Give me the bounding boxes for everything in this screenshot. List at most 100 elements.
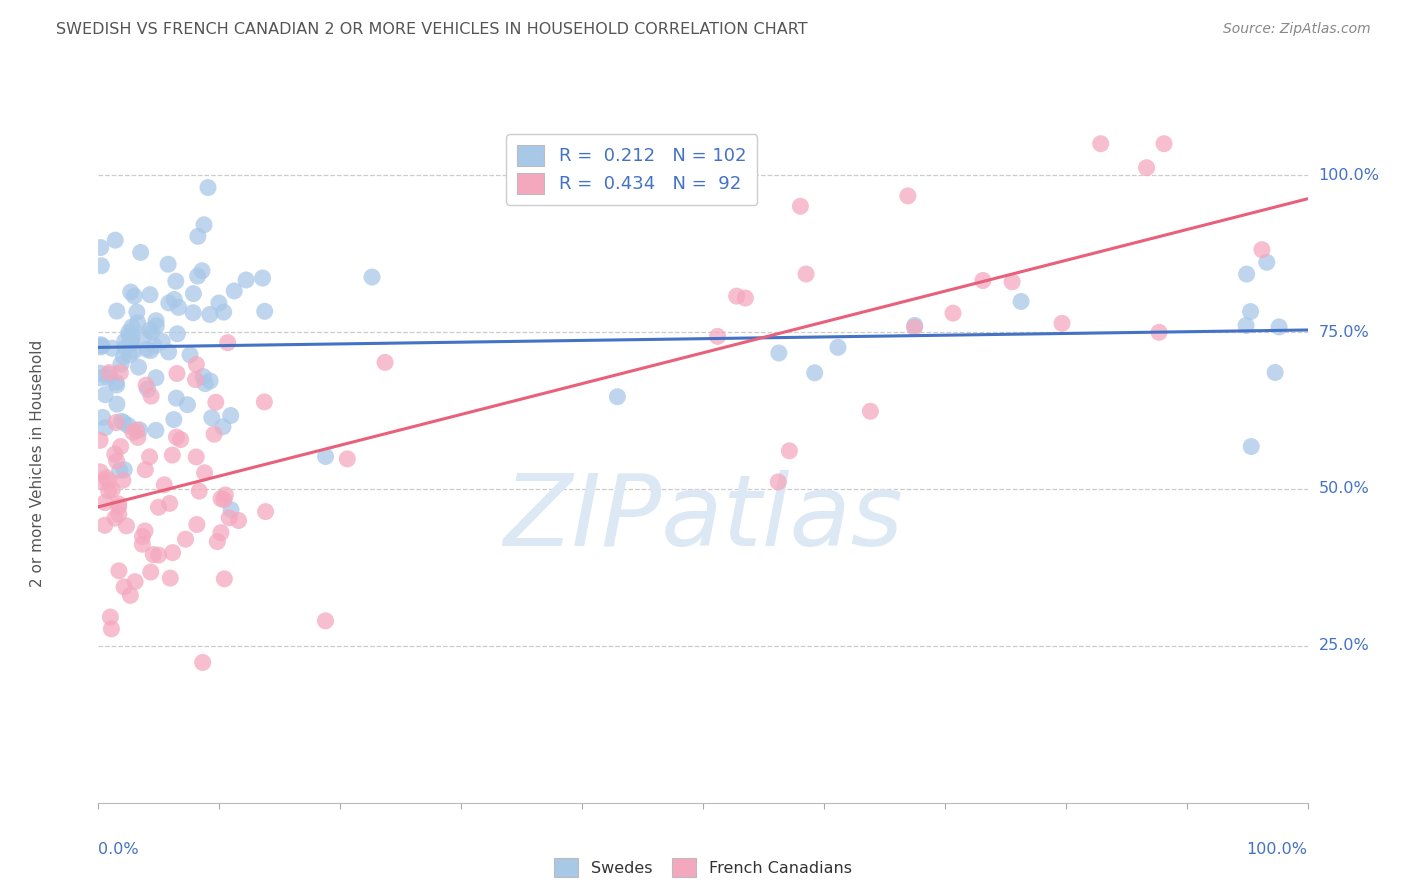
Point <box>1268 319 1291 334</box>
Point <box>89 434 111 448</box>
Text: 75.0%: 75.0% <box>1319 325 1369 340</box>
Point <box>1001 275 1024 289</box>
Point <box>789 199 811 213</box>
Point <box>127 430 149 444</box>
Point <box>1135 161 1157 175</box>
Point <box>118 348 141 362</box>
Point <box>139 343 162 358</box>
Point <box>110 414 132 428</box>
Point <box>148 548 170 562</box>
Point <box>129 245 152 260</box>
Text: 0.0%: 0.0% <box>98 842 139 856</box>
Point <box>972 273 994 287</box>
Point <box>107 508 129 522</box>
Point <box>1153 136 1175 151</box>
Point <box>159 571 181 585</box>
Point <box>224 284 246 298</box>
Point <box>97 368 120 382</box>
Point <box>157 257 180 271</box>
Point <box>105 397 128 411</box>
Point <box>1264 366 1286 380</box>
Point <box>209 491 232 506</box>
Point <box>176 398 198 412</box>
Point <box>101 341 124 355</box>
Point <box>186 358 208 372</box>
Point <box>1010 294 1032 309</box>
Point <box>98 366 121 380</box>
Point <box>124 574 146 589</box>
Point <box>198 374 221 388</box>
Point <box>734 291 756 305</box>
Text: 100.0%: 100.0% <box>1319 168 1379 183</box>
Point <box>202 427 225 442</box>
Text: ZIPatlas: ZIPatlas <box>503 469 903 566</box>
Point <box>904 318 927 333</box>
Point <box>706 329 728 343</box>
Point <box>159 496 181 510</box>
Point <box>212 419 235 434</box>
Point <box>104 233 127 247</box>
Point <box>131 537 153 551</box>
Point <box>1240 440 1263 454</box>
Point <box>94 420 117 434</box>
Point <box>139 389 162 403</box>
Point <box>121 319 143 334</box>
Point <box>253 395 276 409</box>
Point <box>145 318 167 333</box>
Point <box>107 497 129 511</box>
Point <box>120 337 142 351</box>
Point <box>134 463 156 477</box>
Point <box>112 580 135 594</box>
Point <box>214 488 236 502</box>
Point <box>219 502 242 516</box>
Point <box>827 340 849 354</box>
Point <box>794 267 817 281</box>
Text: Source: ZipAtlas.com: Source: ZipAtlas.com <box>1223 22 1371 37</box>
Point <box>204 395 226 409</box>
Point <box>127 316 149 330</box>
Point <box>138 450 160 464</box>
Point <box>124 289 146 303</box>
Point <box>94 387 117 401</box>
Point <box>191 656 214 670</box>
Point <box>145 313 167 327</box>
Point <box>120 588 142 602</box>
Point <box>125 423 148 437</box>
Point <box>217 335 239 350</box>
Point <box>179 348 201 362</box>
Point <box>897 189 920 203</box>
Point <box>97 474 120 488</box>
Point <box>197 180 219 194</box>
Point <box>803 366 825 380</box>
Point <box>128 360 150 375</box>
Text: 50.0%: 50.0% <box>1319 482 1369 497</box>
Point <box>1050 316 1073 330</box>
Point <box>725 289 748 303</box>
Point <box>315 450 337 464</box>
Point <box>157 345 180 359</box>
Point <box>1251 243 1274 257</box>
Point <box>107 500 129 514</box>
Point <box>104 416 127 430</box>
Point <box>153 478 176 492</box>
Point <box>118 328 141 343</box>
Point <box>142 548 165 562</box>
Point <box>101 483 124 497</box>
Point <box>111 473 134 487</box>
Point <box>150 334 173 349</box>
Point <box>194 376 217 391</box>
Point <box>228 514 250 528</box>
Point <box>1090 136 1112 151</box>
Point <box>207 534 229 549</box>
Point <box>254 505 277 519</box>
Point <box>218 511 240 525</box>
Point <box>165 274 187 288</box>
Point <box>117 418 139 433</box>
Point <box>194 466 217 480</box>
Point <box>97 483 120 498</box>
Point <box>186 450 208 464</box>
Point <box>143 339 166 353</box>
Point <box>336 451 359 466</box>
Point <box>214 572 236 586</box>
Point <box>166 326 188 341</box>
